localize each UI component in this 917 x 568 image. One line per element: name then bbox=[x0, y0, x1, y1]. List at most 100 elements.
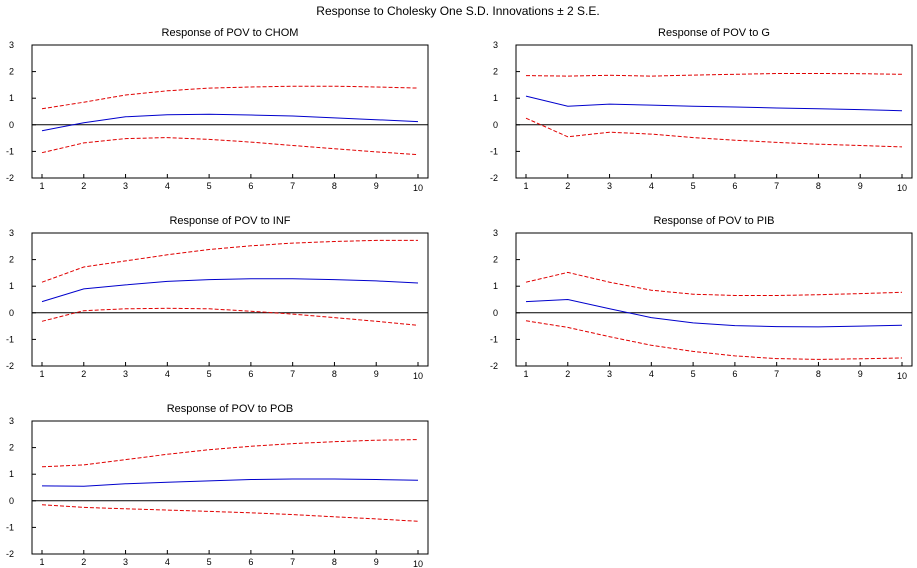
confidence-band-upper bbox=[525, 271, 903, 296]
y-tick-label: 0 bbox=[9, 496, 14, 506]
irf-panel-4: Response of POV to PIB -2 -1 0 1 2 3 1 2 3 4 5 6 7 8 9 1… bbox=[490, 215, 913, 381]
y-tick-label: 0 bbox=[493, 120, 498, 130]
x-tick-label: 10 bbox=[413, 371, 423, 381]
x-tick-label: 1 bbox=[39, 369, 44, 379]
y-tick-label: -2 bbox=[6, 173, 14, 183]
y-tick-label: 1 bbox=[9, 469, 14, 479]
x-tick-label: 9 bbox=[374, 369, 379, 379]
confidence-band-lower bbox=[41, 504, 419, 522]
y-tick-label: -1 bbox=[490, 146, 498, 156]
figure-title: Response to Cholesky One S.D. Innovation… bbox=[316, 4, 599, 18]
panel-title: Response of POV to G bbox=[658, 27, 770, 39]
x-tick-label: 4 bbox=[649, 369, 654, 379]
x-tick-label: 7 bbox=[774, 181, 779, 191]
confidence-band-upper bbox=[41, 85, 419, 110]
y-tick-label: 3 bbox=[493, 40, 498, 50]
x-tick-label: 9 bbox=[374, 557, 379, 567]
x-tick-label: 5 bbox=[207, 557, 212, 567]
x-tick-label: 5 bbox=[691, 369, 696, 379]
y-tick-label: 3 bbox=[493, 228, 498, 238]
confidence-band-upper bbox=[525, 73, 903, 77]
y-tick-label: -2 bbox=[490, 173, 498, 183]
y-tick-label: 0 bbox=[9, 120, 14, 130]
y-tick-label: 1 bbox=[493, 93, 498, 103]
response-line bbox=[41, 278, 419, 303]
response-line bbox=[41, 113, 419, 132]
plot-frame bbox=[31, 44, 429, 179]
x-tick-label: 5 bbox=[207, 181, 212, 191]
x-tick-label: 8 bbox=[332, 181, 337, 191]
y-tick-label: -1 bbox=[6, 522, 14, 532]
x-tick-label: 4 bbox=[165, 557, 170, 567]
y-tick-label: 1 bbox=[493, 281, 498, 291]
x-tick-label: 1 bbox=[39, 181, 44, 191]
confidence-band-lower bbox=[525, 117, 903, 148]
panel-title: Response of POV to PIB bbox=[653, 215, 774, 227]
x-tick-label: 4 bbox=[649, 181, 654, 191]
x-tick-label: 1 bbox=[523, 369, 528, 379]
x-tick-label: 7 bbox=[290, 369, 295, 379]
x-tick-label: 2 bbox=[81, 181, 86, 191]
x-tick-label: 7 bbox=[290, 557, 295, 567]
x-tick-label: 6 bbox=[732, 369, 737, 379]
x-tick-label: 2 bbox=[81, 369, 86, 379]
x-tick-label: 10 bbox=[413, 559, 423, 568]
x-tick-label: 5 bbox=[691, 181, 696, 191]
confidence-band-lower bbox=[525, 320, 903, 360]
y-tick-label: 0 bbox=[493, 308, 498, 318]
irf-panel-1: Response of POV to CHOM -2 -1 0 1 2 3 1 2 3 4 5 6 7 8 9… bbox=[6, 27, 429, 193]
irf-panel-3: Response of POV to INF -2 -1 0 1 2 3 1 2 3 4 5 6 7 8 9 1… bbox=[6, 215, 429, 381]
panel-title: Response of POV to POB bbox=[167, 403, 294, 415]
irf-panel-5: Response of POV to POB -2 -1 0 1 2 3 1 2 3 4 5 6 7 8 9 1… bbox=[6, 403, 429, 568]
response-line bbox=[525, 298, 903, 328]
plot-frame bbox=[515, 44, 913, 179]
confidence-band-lower bbox=[41, 137, 419, 156]
x-tick-label: 7 bbox=[290, 181, 295, 191]
x-tick-label: 9 bbox=[858, 181, 863, 191]
x-tick-label: 8 bbox=[332, 369, 337, 379]
x-tick-label: 10 bbox=[413, 183, 423, 193]
x-tick-label: 7 bbox=[774, 369, 779, 379]
y-tick-label: 0 bbox=[9, 308, 14, 318]
x-tick-label: 3 bbox=[607, 369, 612, 379]
x-tick-label: 4 bbox=[165, 369, 170, 379]
x-tick-label: 10 bbox=[897, 371, 907, 381]
y-tick-label: 3 bbox=[9, 40, 14, 50]
x-tick-label: 5 bbox=[207, 369, 212, 379]
x-tick-label: 8 bbox=[332, 557, 337, 567]
panel-title: Response of POV to INF bbox=[169, 215, 290, 227]
confidence-band-upper bbox=[41, 239, 418, 283]
response-line bbox=[41, 478, 419, 487]
y-tick-label: 2 bbox=[9, 67, 14, 77]
y-tick-label: 2 bbox=[493, 67, 498, 77]
x-tick-label: 8 bbox=[816, 181, 821, 191]
x-tick-label: 1 bbox=[39, 557, 44, 567]
y-tick-label: 2 bbox=[493, 255, 498, 265]
x-tick-label: 9 bbox=[374, 181, 379, 191]
x-tick-label: 6 bbox=[732, 181, 737, 191]
y-tick-label: -2 bbox=[6, 361, 14, 371]
irf-panel-2: Response of POV to G -2 -1 0 1 2 3 1 2 3 4 5 6 7 8 9 10 bbox=[490, 27, 913, 193]
y-tick-label: -2 bbox=[490, 361, 498, 371]
x-tick-label: 2 bbox=[81, 557, 86, 567]
x-tick-label: 3 bbox=[123, 181, 128, 191]
y-tick-label: -1 bbox=[490, 334, 498, 344]
x-tick-label: 3 bbox=[607, 181, 612, 191]
x-tick-label: 1 bbox=[523, 181, 528, 191]
y-tick-label: 1 bbox=[9, 281, 14, 291]
plot-frame bbox=[31, 232, 429, 367]
plot-frame bbox=[515, 232, 913, 367]
confidence-band-upper bbox=[41, 439, 419, 468]
x-tick-label: 3 bbox=[123, 369, 128, 379]
y-tick-label: -1 bbox=[6, 334, 14, 344]
x-tick-label: 10 bbox=[897, 183, 907, 193]
y-tick-label: 2 bbox=[9, 255, 14, 265]
confidence-band-lower bbox=[41, 307, 419, 326]
y-tick-label: 2 bbox=[9, 443, 14, 453]
x-tick-label: 6 bbox=[248, 369, 253, 379]
response-line bbox=[525, 95, 903, 112]
x-tick-label: 3 bbox=[123, 557, 128, 567]
x-tick-label: 6 bbox=[248, 557, 253, 567]
x-tick-label: 2 bbox=[565, 369, 570, 379]
